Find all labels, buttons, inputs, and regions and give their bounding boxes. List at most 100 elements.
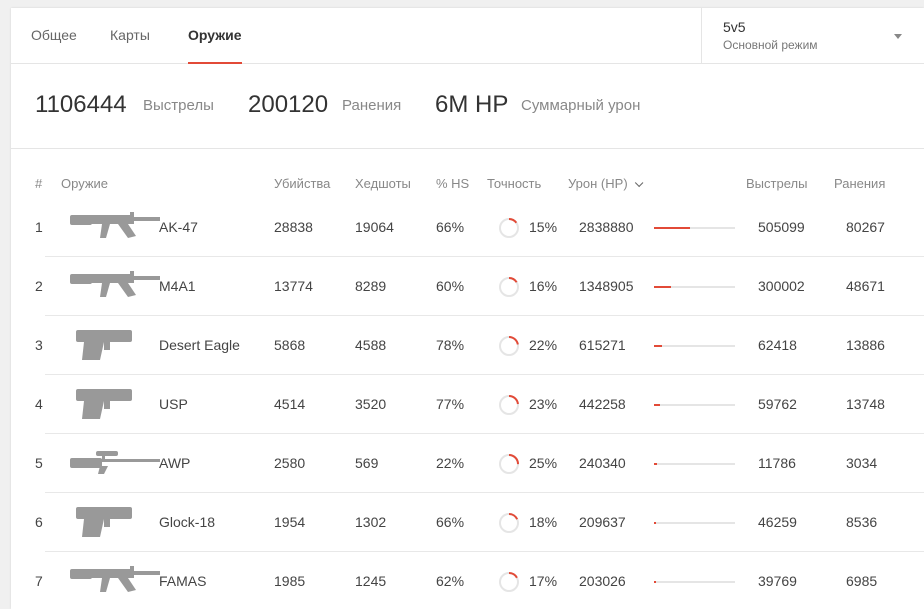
weapon-name: AK-47 bbox=[159, 219, 198, 235]
damage-value: 209637 bbox=[579, 514, 626, 530]
weapon-name: FAMAS bbox=[159, 573, 207, 589]
weapon-name: Desert Eagle bbox=[159, 337, 240, 353]
damage-bar-fill bbox=[654, 581, 656, 583]
accuracy-ring-icon bbox=[499, 572, 519, 592]
headshots-value: 1245 bbox=[355, 573, 387, 589]
damage-bar-fill bbox=[654, 286, 671, 288]
hits-total-value: 200120 bbox=[248, 91, 329, 118]
weapons-stats-card: Общее Карты Оружие 5v5 Основной режим 11… bbox=[11, 8, 924, 609]
table-row[interactable]: 6 Glock-18 1954 1302 66% 18% 209637 4625… bbox=[35, 493, 924, 552]
chevron-down-icon bbox=[894, 34, 902, 39]
accuracy-value: 18% bbox=[529, 514, 558, 530]
damage-bar bbox=[654, 522, 735, 524]
column-header-hits[interactable]: Ранения bbox=[834, 176, 886, 191]
damage-bar-fill bbox=[654, 522, 656, 524]
tab-general[interactable]: Общее bbox=[31, 27, 77, 43]
row-number: 7 bbox=[35, 573, 43, 589]
hits-value: 3034 bbox=[846, 455, 878, 471]
sort-desc-icon bbox=[634, 178, 644, 188]
accuracy-value: 22% bbox=[529, 337, 558, 353]
column-header-damage-label: Урон (HP) bbox=[568, 176, 628, 191]
table-row[interactable]: 7 FAMAS 1985 1245 62% 17% 203026 39769 6… bbox=[35, 552, 924, 609]
headshots-value: 3520 bbox=[355, 396, 387, 412]
damage-total-label: Суммарный урон bbox=[521, 97, 641, 114]
column-header-kills[interactable]: Убийства bbox=[274, 176, 331, 191]
table-row[interactable]: 5 AWP 2580 569 22% 25% 240340 11786 3034 bbox=[35, 434, 924, 493]
shots-value: 39769 bbox=[758, 573, 797, 589]
row-number: 4 bbox=[35, 396, 43, 412]
accuracy-ring-icon bbox=[499, 336, 519, 356]
shots-value: 505099 bbox=[758, 219, 805, 235]
damage-bar-fill bbox=[654, 404, 660, 406]
kills-value: 4514 bbox=[274, 396, 306, 412]
damage-bar bbox=[654, 227, 735, 229]
damage-value: 240340 bbox=[579, 455, 626, 471]
mode-subtitle: Основной режим bbox=[723, 38, 818, 52]
column-header-weapon[interactable]: Оружие bbox=[61, 176, 109, 191]
damage-bar bbox=[654, 345, 735, 347]
row-number: 5 bbox=[35, 455, 43, 471]
weapon-name: USP bbox=[159, 396, 188, 412]
damage-bar bbox=[654, 286, 735, 288]
accuracy-ring-icon bbox=[499, 513, 519, 533]
rifle-icon bbox=[70, 265, 164, 307]
shots-total-label: Выстрелы bbox=[143, 97, 214, 114]
damage-bar bbox=[654, 581, 735, 583]
damage-bar-fill bbox=[654, 345, 662, 347]
mode-title: 5v5 bbox=[723, 19, 746, 35]
sniper-icon bbox=[70, 442, 164, 484]
column-header-num: # bbox=[35, 176, 43, 191]
tab-maps[interactable]: Карты bbox=[110, 27, 150, 43]
accuracy-value: 23% bbox=[529, 396, 558, 412]
kills-value: 5868 bbox=[274, 337, 306, 353]
kills-value: 2580 bbox=[274, 455, 306, 471]
damage-value: 1348905 bbox=[579, 278, 634, 294]
hs-pct-value: 60% bbox=[436, 278, 465, 294]
column-header-shots[interactable]: Выстрелы bbox=[746, 176, 808, 191]
hs-pct-value: 22% bbox=[436, 455, 465, 471]
kills-value: 1954 bbox=[274, 514, 306, 530]
mode-select[interactable]: 5v5 Основной режим bbox=[701, 8, 924, 64]
table-row[interactable]: 4 USP 4514 3520 77% 23% 442258 59762 137… bbox=[35, 375, 924, 434]
damage-value: 203026 bbox=[579, 573, 626, 589]
damage-value: 442258 bbox=[579, 396, 626, 412]
hs-pct-value: 66% bbox=[436, 514, 465, 530]
row-number: 3 bbox=[35, 337, 43, 353]
table-row[interactable]: 1 AK-47 28838 19064 66% 15% 2838880 5050… bbox=[35, 198, 924, 257]
damage-value: 615271 bbox=[579, 337, 626, 353]
row-number: 2 bbox=[35, 278, 43, 294]
pistol-icon bbox=[70, 501, 164, 543]
headshots-value: 1302 bbox=[355, 514, 387, 530]
accuracy-value: 16% bbox=[529, 278, 558, 294]
shots-value: 59762 bbox=[758, 396, 797, 412]
hs-pct-value: 66% bbox=[436, 219, 465, 235]
damage-total-value: 6M HP bbox=[435, 91, 509, 118]
kills-value: 1985 bbox=[274, 573, 306, 589]
column-header-headshots[interactable]: Хедшоты bbox=[355, 176, 411, 191]
table-row[interactable]: 3 Desert Eagle 5868 4588 78% 22% 615271 … bbox=[35, 316, 924, 375]
column-header-accuracy[interactable]: Точность bbox=[487, 176, 542, 191]
hits-value: 80267 bbox=[846, 219, 885, 235]
table-row[interactable]: 2 M4A1 13774 8289 60% 16% 1348905 300002… bbox=[35, 257, 924, 316]
headshots-value: 4588 bbox=[355, 337, 387, 353]
hs-pct-value: 78% bbox=[436, 337, 465, 353]
shots-value: 46259 bbox=[758, 514, 797, 530]
hs-pct-value: 62% bbox=[436, 573, 465, 589]
hits-value: 6985 bbox=[846, 573, 878, 589]
accuracy-ring-icon bbox=[499, 395, 519, 415]
accuracy-value: 15% bbox=[529, 219, 558, 235]
hits-value: 13748 bbox=[846, 396, 885, 412]
damage-value: 2838880 bbox=[579, 219, 634, 235]
column-header-damage[interactable]: Урон (HP) bbox=[568, 176, 644, 191]
accuracy-value: 25% bbox=[529, 455, 558, 471]
headshots-value: 8289 bbox=[355, 278, 387, 294]
column-header-hs-pct[interactable]: % HS bbox=[436, 176, 470, 191]
weapon-name: AWP bbox=[159, 455, 191, 471]
tab-bar: Общее Карты Оружие 5v5 Основной режим bbox=[11, 8, 924, 64]
tab-weapons[interactable]: Оружие bbox=[188, 8, 242, 64]
rifle-icon bbox=[70, 206, 164, 248]
shots-value: 62418 bbox=[758, 337, 797, 353]
hits-value: 48671 bbox=[846, 278, 885, 294]
kills-value: 28838 bbox=[274, 219, 313, 235]
accuracy-ring-icon bbox=[499, 277, 519, 297]
